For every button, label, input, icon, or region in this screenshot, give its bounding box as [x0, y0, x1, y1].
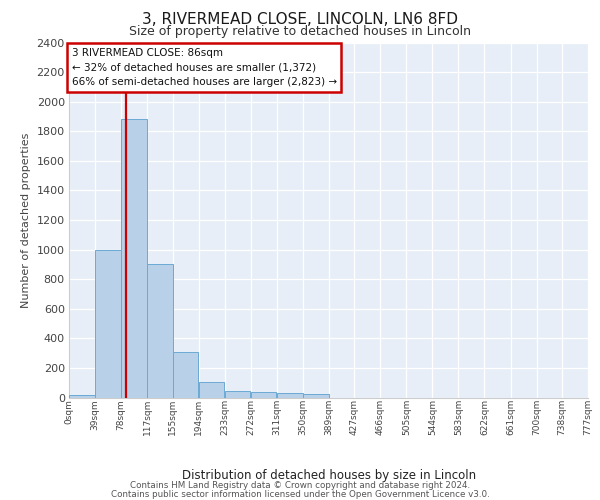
Y-axis label: Number of detached properties: Number of detached properties: [21, 132, 31, 308]
Bar: [199, 382, 224, 398]
Bar: [121, 120, 147, 398]
Bar: [251, 392, 277, 398]
Text: 3 RIVERMEAD CLOSE: 86sqm
← 32% of detached houses are smaller (1,372)
66% of sem: 3 RIVERMEAD CLOSE: 86sqm ← 32% of detach…: [71, 48, 337, 88]
Text: Contains public sector information licensed under the Open Government Licence v3: Contains public sector information licen…: [110, 490, 490, 499]
Bar: [303, 394, 329, 398]
Text: 3, RIVERMEAD CLOSE, LINCOLN, LN6 8FD: 3, RIVERMEAD CLOSE, LINCOLN, LN6 8FD: [142, 12, 458, 28]
Bar: [69, 394, 95, 398]
Bar: [148, 264, 173, 398]
Text: Size of property relative to detached houses in Lincoln: Size of property relative to detached ho…: [129, 25, 471, 38]
Bar: [277, 394, 302, 398]
Bar: [225, 391, 250, 398]
Text: Distribution of detached houses by size in Lincoln: Distribution of detached houses by size …: [182, 469, 476, 482]
Bar: [95, 250, 121, 398]
Bar: [173, 352, 199, 398]
Text: Contains HM Land Registry data © Crown copyright and database right 2024.: Contains HM Land Registry data © Crown c…: [130, 481, 470, 490]
